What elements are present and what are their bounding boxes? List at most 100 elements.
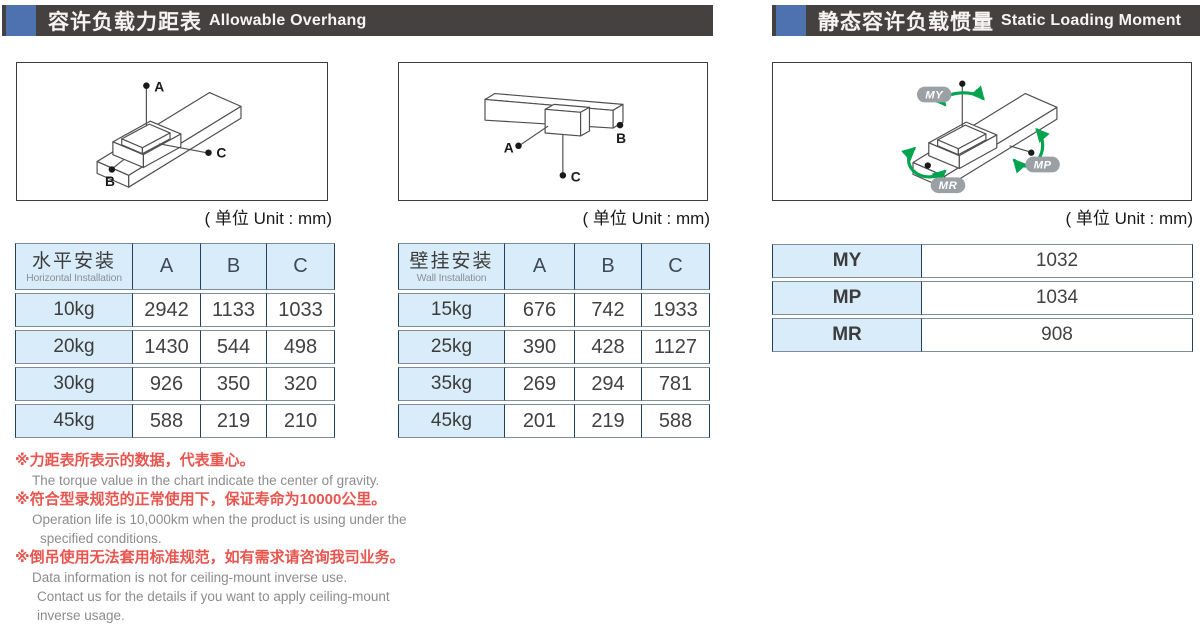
section-title-zh: 容许负载力距表 [48, 10, 202, 34]
install-type-header: 壁挂安装 Wall Installation [398, 243, 505, 290]
value-cell: 294 [575, 367, 642, 401]
unit-label: ( 单位 Unit : mm) [204, 209, 333, 228]
value-cell: 781 [642, 367, 710, 401]
section-title-en: Allowable Overhang [209, 11, 367, 29]
unit-label: ( 单位 Unit : mm) [1065, 209, 1194, 228]
rail-isometric-drawing: B A C [484, 92, 626, 184]
value-cell: 544 [201, 330, 267, 364]
moment-label: MP [772, 281, 922, 315]
point-label-b: B [616, 131, 626, 146]
value-cell: 926 [133, 367, 201, 401]
value-cell: 219 [201, 404, 267, 438]
table-static-moment: MY 1032 MP 1034 MR 908 [772, 241, 1193, 355]
table-row: 35kg 269 294 781 [398, 367, 710, 401]
point-label-a: A [504, 141, 514, 156]
load-label: 15kg [398, 293, 505, 327]
value-cell: 742 [575, 293, 642, 327]
my-badge: MY [916, 86, 952, 103]
footnote-en: specified conditions. [40, 531, 162, 546]
footnote-zh: ※倒吊使用无法套用标准规范，如有需求请咨询我司业务。 [15, 549, 405, 566]
point-c-dot [559, 172, 567, 179]
install-type-en: Wall Installation [416, 271, 487, 284]
install-type-zh: 水平安装 [31, 250, 116, 272]
section-title-zh: 静态容许负载惯量 [818, 10, 994, 34]
section-header-allowable-overhang: 容许负载力距表 Allowable Overhang [2, 5, 713, 36]
table-horizontal-installation: 水平安装 Horizontal Installation A B C 10kg … [15, 240, 335, 441]
point-b-dot [616, 121, 624, 129]
load-label: 20kg [15, 330, 133, 364]
footnote-en: Operation life is 10,000km when the prod… [32, 512, 407, 527]
horizontal-installation-diagram: A B C [16, 62, 328, 201]
value-cell: 428 [575, 330, 642, 364]
point-label-b: B [105, 174, 115, 189]
install-type-zh: 壁挂安装 [409, 250, 494, 272]
table-row: 20kg 1430 544 498 [15, 330, 335, 364]
rail-isometric-drawing: A B C [96, 80, 242, 189]
install-type-header: 水平安装 Horizontal Installation [15, 243, 133, 290]
moment-row: MY 1032 [772, 244, 1193, 278]
point-a-dot [143, 82, 150, 89]
footnote-zh: ※力距表所表示的数据，代表重心。 [15, 452, 255, 469]
rail-moment-drawing: MY MP MR [901, 80, 1060, 194]
section-header-static-loading-moment: 静态容许负载惯量 Static Loading Moment [772, 5, 1200, 36]
static-moment-diagram: MY MP MR [772, 62, 1192, 201]
value-cell: 1033 [267, 293, 335, 327]
table-wall-installation: 壁挂安装 Wall Installation A B C 15kg 676 74… [398, 240, 710, 441]
blue-square-decoration [776, 5, 806, 36]
section-title-en: Static Loading Moment [1001, 11, 1182, 29]
table-header-row: 水平安装 Horizontal Installation A B C [15, 243, 335, 290]
footnotes: ※力距表所表示的数据，代表重心。 The torque value in the… [15, 451, 535, 625]
value-cell: 2942 [133, 293, 201, 327]
value-cell: 210 [267, 404, 335, 438]
table-row: 15kg 676 742 1933 [398, 293, 710, 327]
value-cell: 320 [267, 367, 335, 401]
install-type-en: Horizontal Installation [26, 271, 122, 284]
moment-value: 1034 [922, 281, 1193, 315]
table-row: 30kg 926 350 320 [15, 367, 335, 401]
value-cell: 219 [575, 404, 642, 438]
value-cell: 269 [505, 367, 575, 401]
mp-axis-dot [1028, 149, 1035, 156]
load-label: 25kg [398, 330, 505, 364]
value-cell: 1430 [133, 330, 201, 364]
point-label-c: C [571, 169, 581, 184]
mp-badge-label: MP [1034, 159, 1052, 171]
column-header-b: B [201, 243, 267, 290]
value-cell: 676 [505, 293, 575, 327]
value-cell: 1933 [642, 293, 710, 327]
table-row: 45kg 588 219 210 [15, 404, 335, 438]
footnote-en: Data information is not for ceiling-moun… [32, 570, 348, 585]
column-header-a: A [505, 243, 575, 290]
moment-row: MP 1034 [772, 281, 1193, 315]
load-label: 30kg [15, 367, 133, 401]
wall-installation-diagram: B A C [398, 62, 708, 201]
point-c-dot [205, 149, 212, 156]
table-row: 10kg 2942 1133 1033 [15, 293, 335, 327]
blue-square-decoration [6, 5, 36, 36]
value-cell: 588 [642, 404, 710, 438]
footnote-zh: ※符合型录规范的正常使用下，保证寿命为10000公里。 [15, 491, 387, 508]
value-cell: 201 [505, 404, 575, 438]
point-label-c: C [216, 146, 226, 161]
mr-rotation-arrow [901, 146, 947, 184]
value-cell: 390 [505, 330, 575, 364]
footnote-en: inverse usage. [37, 608, 125, 623]
column-header-c: C [642, 243, 710, 290]
column-header-c: C [267, 243, 335, 290]
load-label: 45kg [398, 404, 505, 438]
table-row: 25kg 390 428 1127 [398, 330, 710, 364]
moment-label: MR [772, 318, 922, 352]
column-header-a: A [133, 243, 201, 290]
load-label: 35kg [398, 367, 505, 401]
mp-badge: MP [1025, 156, 1060, 173]
moment-row: MR 908 [772, 318, 1193, 352]
table-header-row: 壁挂安装 Wall Installation A B C [398, 243, 710, 290]
footnote-en: The torque value in the chart indicate t… [32, 473, 380, 488]
value-cell: 1133 [201, 293, 267, 327]
unit-label: ( 单位 Unit : mm) [582, 209, 711, 228]
footnote-en: Contact us for the details if you want t… [37, 589, 390, 604]
point-a-dot [515, 142, 522, 150]
moment-label: MY [772, 244, 922, 278]
my-axis-dot [959, 80, 966, 87]
